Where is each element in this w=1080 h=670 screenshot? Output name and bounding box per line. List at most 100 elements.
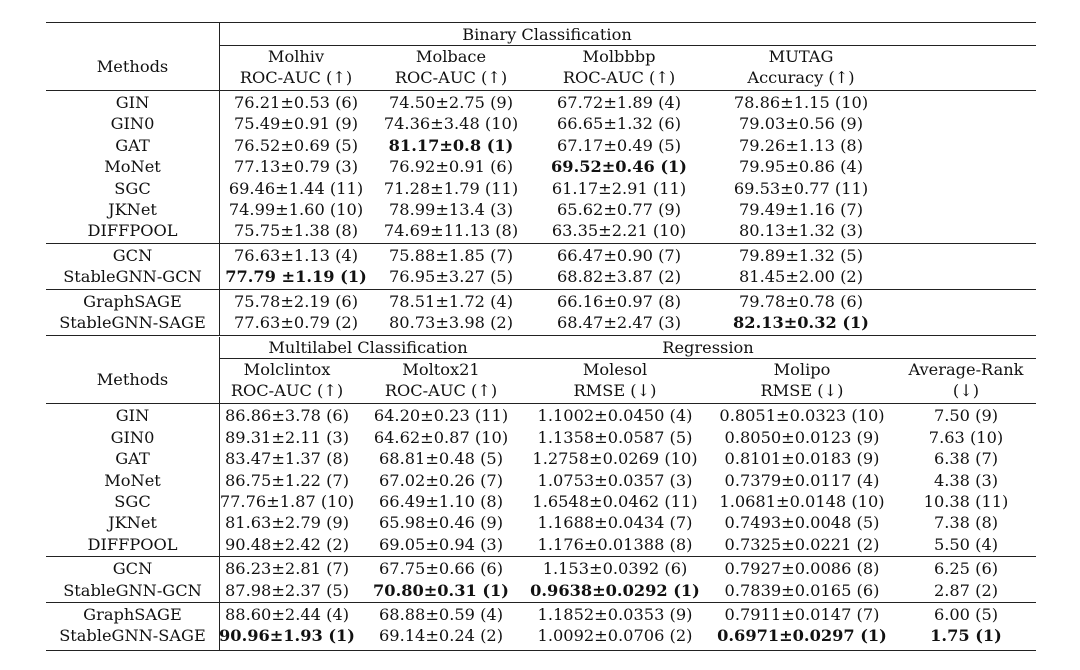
result-cell: 79.49±1.16 (7) bbox=[738, 200, 864, 219]
table-row: GIN0 75.49±0.91 (9) 74.36±3.48 (10) 66.65±1… bbox=[46, 113, 1036, 135]
result-cell: 78.86±1.15 (10) bbox=[733, 93, 869, 112]
table-row: MoNet 77.13±0.79 (3) 76.92±0.91 (6) 69.52±0… bbox=[46, 156, 1036, 178]
method-name: StableGNN-GCN bbox=[63, 580, 202, 600]
result-cell: 75.75±1.38 (8) bbox=[233, 221, 359, 241]
result-cell: 68.81±0.48 (5) bbox=[378, 449, 504, 469]
result-cell: 76.52±0.69 (5) bbox=[233, 135, 359, 155]
result-cell: 4.38 (3) bbox=[933, 470, 999, 490]
result-cell: 76.21±0.53 (6) bbox=[233, 93, 359, 112]
method-name: JKNet bbox=[108, 513, 157, 533]
result-cell: 86.23±2.81 (7) bbox=[224, 559, 350, 579]
result-cell: 74.69±11.13 (8) bbox=[383, 221, 519, 241]
result-cell: 67.02±0.26 (7) bbox=[378, 470, 504, 490]
result-cell: 74.99±1.60 (10) bbox=[228, 200, 364, 219]
result-cell: 77.13±0.79 (3) bbox=[233, 157, 359, 177]
group-title-multilabel: Multilabel Classification bbox=[268, 338, 468, 358]
column-header: Moltox21 bbox=[402, 360, 480, 380]
result-cell: 70.80±0.31 (1) bbox=[373, 580, 509, 600]
table-row: GCN 86.23±2.81 (7) 67.75±0.66 (6) 1.153±0.0… bbox=[46, 558, 1036, 580]
result-cell: 86.86±3.78 (6) bbox=[224, 406, 350, 426]
result-cell: 79.26±1.13 (8) bbox=[738, 135, 864, 155]
method-name: SGC bbox=[114, 492, 151, 511]
method-name: GIN0 bbox=[110, 114, 155, 134]
method-name: SGC bbox=[114, 178, 151, 198]
result-cell: 69.53±0.77 (11) bbox=[733, 178, 869, 198]
method-name: GraphSAGE bbox=[83, 605, 182, 624]
result-cell: 0.7379±0.0117 (4) bbox=[724, 470, 880, 490]
table-row: StableGNN-GCN 77.79 ±1.19 (1) 76.95±3.27 (… bbox=[46, 266, 1036, 288]
section-rule bbox=[46, 335, 1036, 337]
result-cell: 66.49±1.10 (8) bbox=[378, 492, 504, 511]
result-cell: 79.78±0.78 (6) bbox=[738, 291, 864, 311]
result-cell: 69.46±1.44 (11) bbox=[228, 178, 364, 198]
method-name: StableGNN-SAGE bbox=[59, 313, 206, 332]
result-cell: 69.05±0.94 (3) bbox=[378, 534, 504, 554]
column-metric: Accuracy (↑) bbox=[747, 68, 855, 87]
result-cell: 1.1002±0.0450 (4) bbox=[537, 406, 693, 426]
result-cell: 77.76±1.87 (10) bbox=[219, 492, 355, 511]
result-cell: 1.6548±0.0462 (11) bbox=[532, 492, 698, 511]
table-row: GCN 76.63±1.13 (4) 75.88±1.85 (7) 66.47±0.9… bbox=[46, 245, 1036, 267]
result-cell: 90.48±2.42 (2) bbox=[224, 534, 350, 554]
result-cell: 0.8051±0.0323 (10) bbox=[719, 406, 885, 426]
result-cell: 79.89±1.32 (5) bbox=[738, 245, 864, 265]
column-header: Molbace bbox=[415, 47, 487, 66]
result-cell: 79.03±0.56 (9) bbox=[738, 114, 864, 134]
result-cell: 6.00 (5) bbox=[933, 605, 999, 624]
table-row: DIFFPOOL 75.75±1.38 (8) 74.69±11.13 (8) 63.… bbox=[46, 220, 1036, 242]
result-cell: 76.63±1.13 (4) bbox=[233, 245, 359, 265]
result-cell: 0.6971±0.0297 (1) bbox=[717, 626, 887, 646]
methods-divider bbox=[219, 22, 220, 336]
result-cell: 75.49±0.91 (9) bbox=[233, 114, 359, 134]
result-cell: 74.50±2.75 (9) bbox=[388, 93, 514, 112]
result-cell: 1.1852±0.0353 (9) bbox=[537, 605, 693, 624]
table-row: JKNet 81.63±2.79 (9) 65.98±0.46 (9) 1.1688±… bbox=[46, 512, 1036, 534]
result-cell: 61.17±2.91 (11) bbox=[551, 178, 687, 198]
column-metric: (↓) bbox=[952, 381, 980, 401]
table-row: SGC 69.46±1.44 (11) 71.28±1.79 (11) 61.17±2… bbox=[46, 178, 1036, 200]
group-underline bbox=[219, 45, 1036, 46]
result-cell: 1.0681±0.0148 (10) bbox=[719, 492, 885, 511]
result-cell: 89.31±2.11 (3) bbox=[224, 427, 350, 447]
result-cell: 81.63±2.79 (9) bbox=[224, 513, 350, 533]
result-cell: 66.47±0.90 (7) bbox=[556, 245, 682, 265]
result-cell: 1.1688±0.0434 (7) bbox=[537, 513, 693, 533]
column-header: Molclintox bbox=[243, 360, 331, 380]
result-cell: 1.0753±0.0357 (3) bbox=[537, 470, 693, 490]
result-cell: 6.25 (6) bbox=[933, 559, 999, 579]
result-cell: 81.45±2.00 (2) bbox=[738, 267, 864, 287]
result-cell: 87.98±2.37 (5) bbox=[224, 580, 350, 600]
group-title-regression: Regression bbox=[662, 338, 754, 358]
result-cell: 86.75±1.22 (7) bbox=[224, 470, 350, 490]
table-row: GIN 76.21±0.53 (6) 74.50±2.75 (9) 67.72±1.8… bbox=[46, 92, 1036, 114]
result-cell: 66.16±0.97 (8) bbox=[556, 291, 682, 311]
top-rule bbox=[46, 22, 1036, 23]
result-cell: 0.8050±0.0123 (9) bbox=[724, 427, 880, 447]
table-row: GraphSAGE 88.60±2.44 (4) 68.88±0.59 (4) 1.1… bbox=[46, 604, 1036, 626]
table-row: SGC 77.76±1.87 (10) 66.49±1.10 (8) 1.6548±0… bbox=[46, 491, 1036, 513]
result-cell: 7.38 (8) bbox=[933, 513, 999, 533]
column-header: Molesol bbox=[582, 360, 648, 380]
result-cell: 2.87 (2) bbox=[933, 580, 999, 600]
result-cell: 81.17±0.8 (1) bbox=[388, 135, 514, 155]
method-name: GAT bbox=[115, 135, 150, 155]
result-cell: 69.52±0.46 (1) bbox=[551, 157, 687, 177]
column-metric: ROC-AUC (↑) bbox=[384, 381, 498, 401]
table-row: GIN 86.86±3.78 (6) 64.20±0.23 (11) 1.1002±0… bbox=[46, 405, 1036, 427]
result-cell: 83.47±1.37 (8) bbox=[224, 449, 350, 469]
result-cell: 82.13±0.32 (1) bbox=[733, 313, 869, 332]
result-cell: 1.0092±0.0706 (2) bbox=[537, 626, 693, 646]
column-header: Average-Rank bbox=[908, 360, 1024, 380]
result-cell: 67.72±1.89 (4) bbox=[556, 93, 682, 112]
method-name: DIFFPOOL bbox=[87, 534, 178, 554]
header-row: Methods Molhiv Molbace Molbbbp MUTAG bbox=[46, 46, 1036, 76]
header-row: Methods Molclintox Moltox21 Molesol Molipo Av… bbox=[46, 359, 1036, 389]
result-cell: 68.47±2.47 (3) bbox=[556, 313, 682, 332]
group-underline bbox=[219, 358, 1036, 360]
method-name: StableGNN-SAGE bbox=[59, 626, 206, 646]
method-name: DIFFPOOL bbox=[87, 221, 178, 241]
column-header: Molipo bbox=[773, 360, 831, 380]
result-cell: 71.28±1.79 (11) bbox=[383, 178, 519, 198]
table-row: GAT 83.47±1.37 (8) 68.81±0.48 (5) 1.2758±0.… bbox=[46, 448, 1036, 470]
bottom-rule bbox=[46, 649, 1036, 651]
